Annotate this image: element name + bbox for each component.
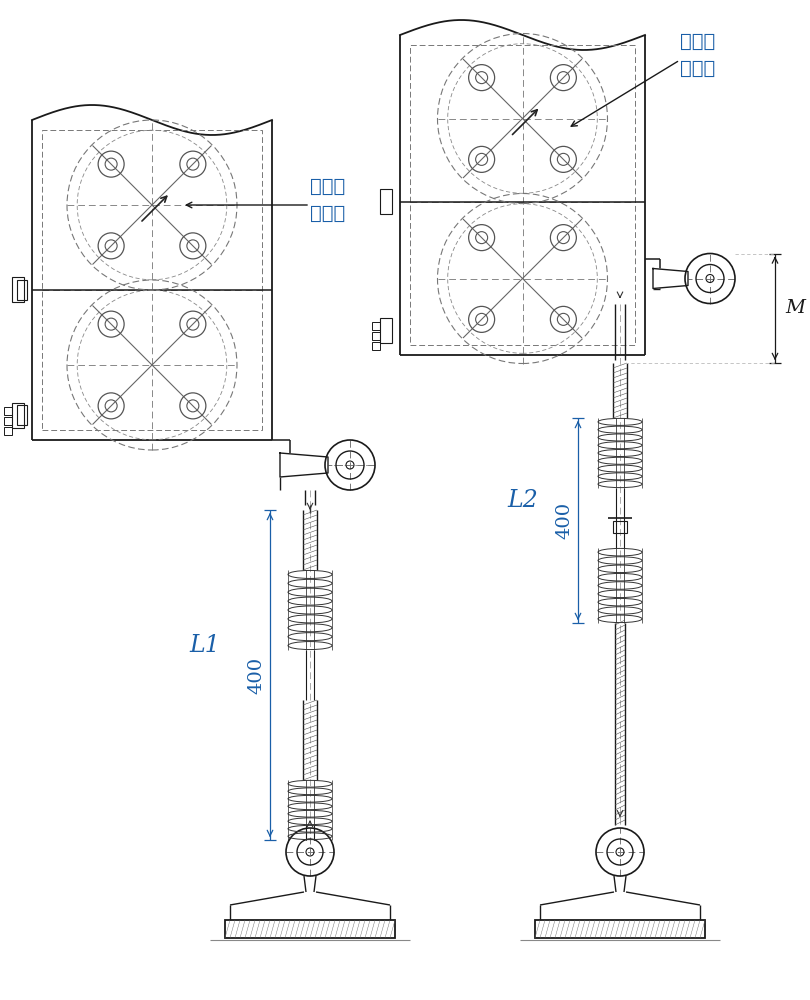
Bar	[380, 189, 392, 214]
Bar	[4, 417, 12, 425]
Text: 400: 400	[247, 656, 265, 694]
Bar	[372, 332, 380, 340]
Bar	[613, 521, 627, 533]
Text: 水气义
表装置: 水气义 表装置	[680, 32, 715, 78]
Bar	[17, 280, 27, 300]
Text: L2: L2	[508, 489, 539, 512]
Bar	[372, 322, 380, 330]
Text: M: M	[785, 299, 805, 317]
Bar	[42, 130, 262, 430]
Polygon shape	[280, 453, 328, 477]
Bar	[4, 427, 12, 435]
Text: 水气义
表装置: 水气义 表装置	[310, 177, 345, 223]
Bar	[225, 920, 395, 938]
Bar	[372, 342, 380, 350]
Text: L1: L1	[190, 634, 220, 656]
Polygon shape	[653, 268, 688, 288]
Bar	[535, 920, 705, 938]
Bar	[17, 405, 27, 425]
Bar	[12, 277, 24, 302]
Bar	[380, 318, 392, 343]
Text: 400: 400	[555, 502, 573, 539]
Bar	[4, 407, 12, 415]
Bar	[410, 45, 635, 345]
Bar	[12, 403, 24, 428]
